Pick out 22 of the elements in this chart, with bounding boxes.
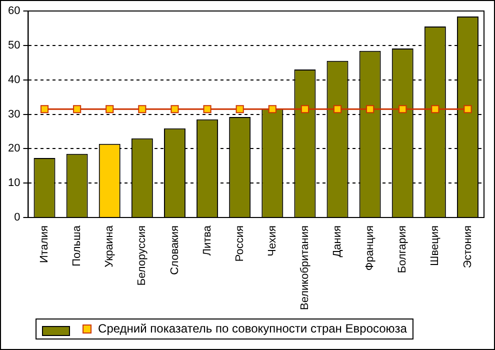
x-tick-label: Литва <box>201 224 214 256</box>
x-tick-label: Эстония <box>462 225 474 268</box>
x-tick-label: Россия <box>234 225 246 262</box>
x-tick-label: Швеция <box>429 225 442 266</box>
y-tick-label: 60 <box>8 5 20 18</box>
x-tick-label: Италия <box>38 225 51 263</box>
x-tick-label: Чехия <box>266 225 278 256</box>
y-tick-label: 10 <box>8 177 20 190</box>
y-tick-label: 40 <box>8 74 20 86</box>
x-tick-label: Польша <box>71 224 84 266</box>
x-tick-label: Белоруссия <box>136 225 148 286</box>
x-tick-label: Великобритания <box>298 225 311 310</box>
y-tick-label: 0 <box>14 212 20 224</box>
x-tick-label: Украина <box>104 224 116 268</box>
y-tick-label: 30 <box>8 108 20 120</box>
x-tick-label: Дания <box>332 225 344 258</box>
legend-label: Средний показатель по совокупности стран Евросоюза <box>98 321 408 336</box>
y-tick-label: 20 <box>8 142 20 155</box>
x-tick-label: Франция <box>364 225 376 271</box>
y-tick-label: 50 <box>8 39 20 52</box>
x-tick-label: Болгария <box>396 225 409 274</box>
x-tick-label: Словакия <box>168 225 181 275</box>
